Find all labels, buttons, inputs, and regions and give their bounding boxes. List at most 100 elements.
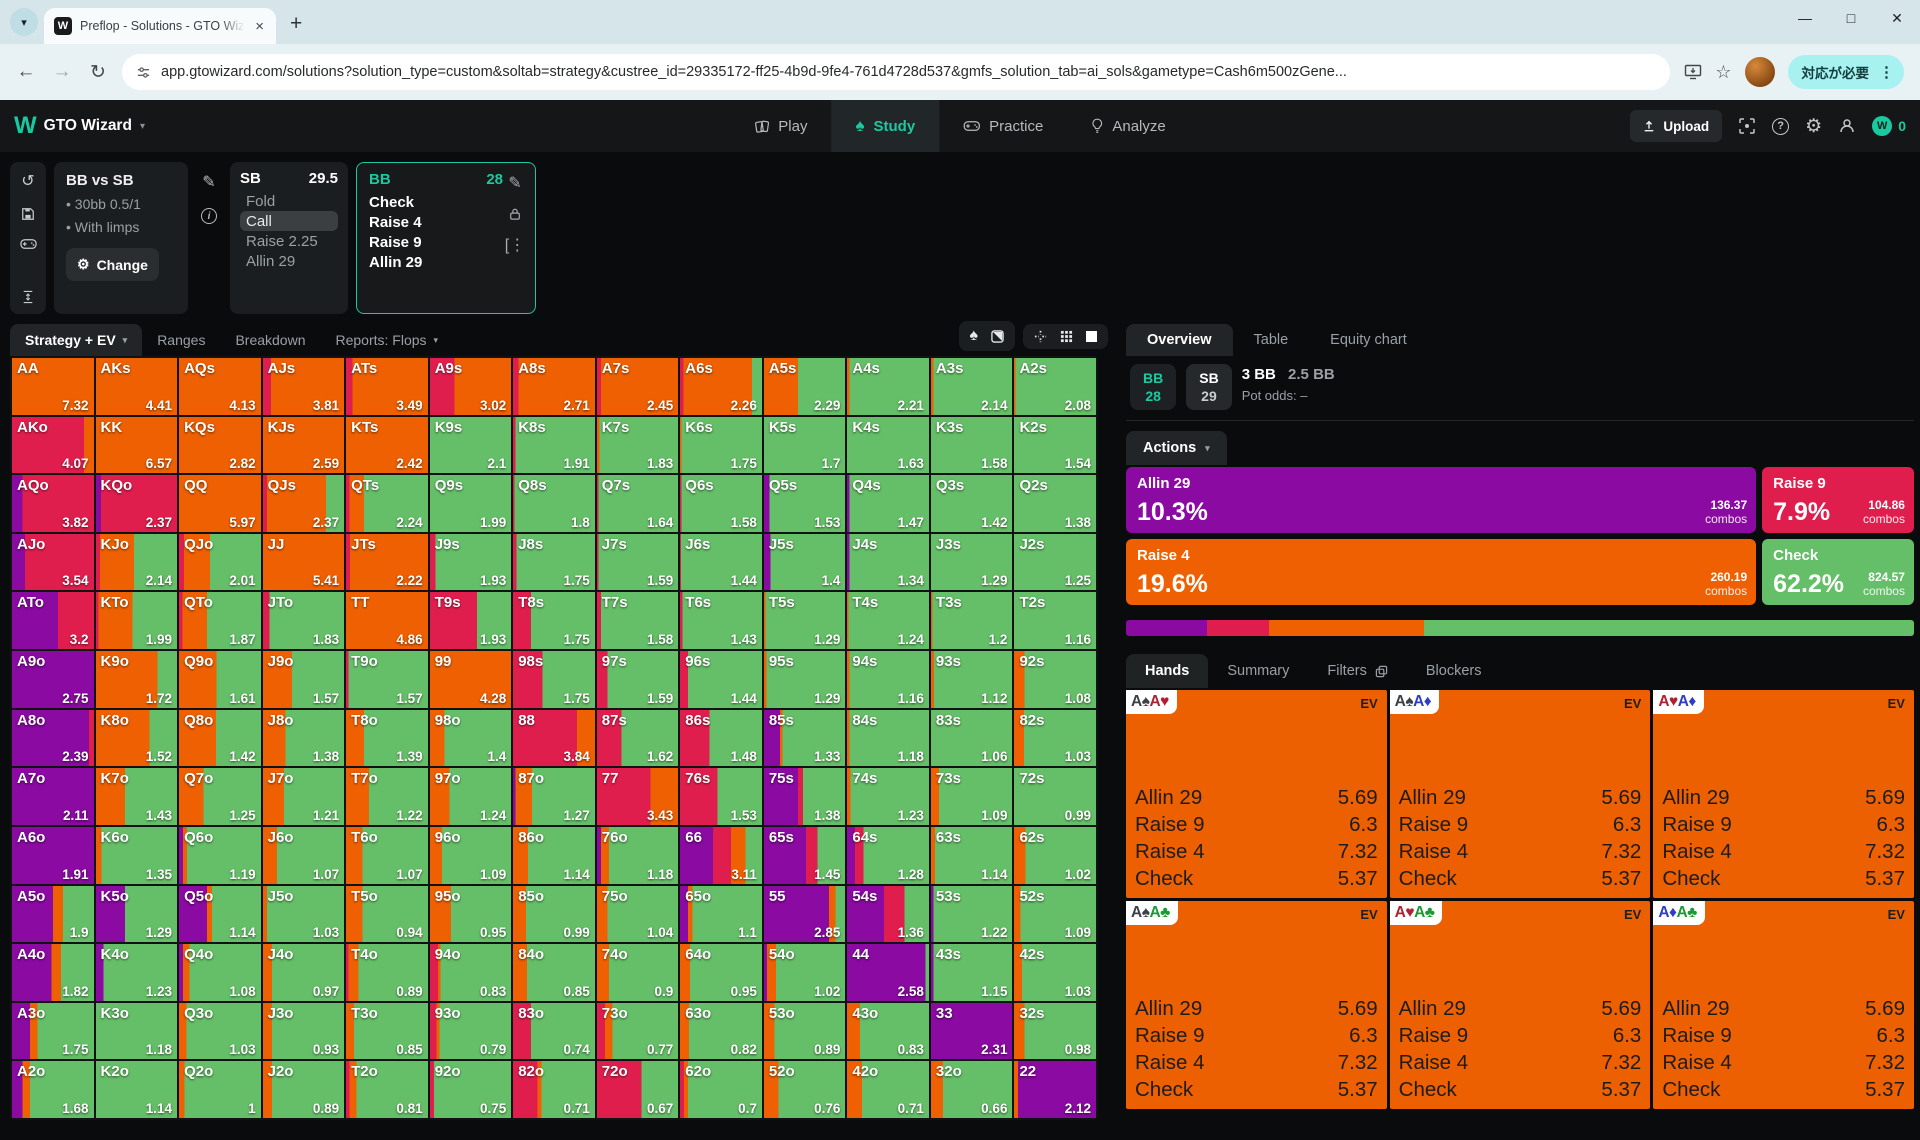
matrix-cell-T2o[interactable]: T2o 0.81 [346,1061,428,1118]
matrix-cell-T9o[interactable]: T9o 1.57 [346,651,428,708]
matrix-cell-A6o[interactable]: A6o 1.91 [12,826,94,884]
matrix-cell-53s[interactable]: 53s 1.22 [930,885,1013,943]
matrix-cell-T3o[interactable]: T3o 0.85 [346,1002,428,1060]
gto-wizard-logo[interactable]: W [14,112,37,139]
matrix-cell-T3s[interactable]: T3s 1.2 [930,592,1013,650]
account-icon[interactable] [1838,117,1856,135]
action-card-allin-29[interactable]: Allin 29 10.3% 136.37 combos [1126,467,1757,534]
matrix-cell-K6o[interactable]: K6o 1.35 [95,826,178,884]
suit-display-icon[interactable]: ♠ [969,327,979,344]
matrix-cell-54o[interactable]: 54o 1.02 [763,944,846,1001]
matrix-cell-A3o[interactable]: A3o 1.75 [12,1002,94,1060]
matrix-cell-32s[interactable]: 32s 0.98 [1014,1002,1096,1060]
save-icon[interactable] [21,207,35,221]
lock-icon[interactable] [509,207,521,221]
matrix-cell-J7o[interactable]: J7o 1.21 [262,768,345,825]
matrix-cell-62s[interactable]: 62s 1.02 [1014,826,1096,884]
matrix-cell-J3s[interactable]: J3s 1.29 [930,533,1013,591]
matrix-cell-Q7o[interactable]: Q7o 1.25 [179,768,261,825]
matrix-cell-85s[interactable]: 85s 1.33 [763,709,846,767]
stack-depth-icon[interactable] [22,290,34,304]
matrix-cell-A2s[interactable]: A2s 2.08 [1014,358,1096,415]
matrix-cell-K3s[interactable]: K3s 1.58 [930,416,1013,474]
matrix-cell-93s[interactable]: 93s 1.12 [930,651,1013,708]
tab-hands[interactable]: Hands [1126,654,1209,689]
tab-overview[interactable]: Overview [1126,324,1233,356]
matrix-cell-95o[interactable]: 95o 0.95 [429,885,512,943]
matrix-cell-Q9s[interactable]: Q9s 1.99 [429,475,512,532]
matrix-cell-J4o[interactable]: J4o 0.97 [262,944,345,1001]
matrix-cell-Q5o[interactable]: Q5o 1.14 [179,885,261,943]
matrix-cell-55[interactable]: 55 2.85 [763,885,846,943]
matrix-cell-Q4o[interactable]: Q4o 1.08 [179,944,261,1001]
matrix-cell-97o[interactable]: 97o 1.24 [429,768,512,825]
edit-pencil-icon[interactable]: ✎ [202,174,216,191]
matrix-cell-KJs[interactable]: KJs 2.59 [262,416,345,474]
matrix-cell-76s[interactable]: 76s 1.53 [680,768,762,825]
matrix-cell-TT[interactable]: TT 4.86 [346,592,428,650]
matrix-cell-98o[interactable]: 98o 1.4 [429,709,512,767]
nav-item-play[interactable]: Play [730,100,831,152]
matrix-cell-84o[interactable]: 84o 0.85 [513,944,595,1001]
matrix-cell-52s[interactable]: 52s 1.09 [1014,885,1096,943]
matrix-cell-97s[interactable]: 97s 1.59 [596,651,679,708]
new-tab-button[interactable]: + [290,12,303,35]
matrix-cell-A8s[interactable]: A8s 2.71 [513,358,595,415]
matrix-cell-32o[interactable]: 32o 0.66 [930,1061,1013,1118]
change-button[interactable]: ⚙ Change [66,248,159,281]
matrix-cell-T7o[interactable]: T7o 1.22 [346,768,428,825]
matrix-cell-KTo[interactable]: KTo 1.99 [95,592,178,650]
site-settings-icon[interactable] [136,65,151,80]
matrix-cell-AQs[interactable]: AQs 4.13 [179,358,261,415]
matrix-cell-T8s[interactable]: T8s 1.75 [513,592,595,650]
matrix-cell-43s[interactable]: 43s 1.15 [930,944,1013,1001]
matrix-cell-64o[interactable]: 64o 0.95 [680,944,762,1001]
tab-equity-chart[interactable]: Equity chart [1330,332,1407,348]
matrix-cell-ATs[interactable]: ATs 3.49 [346,358,428,415]
matrix-cell-T5s[interactable]: T5s 1.29 [763,592,846,650]
square-view-icon[interactable] [1086,330,1097,342]
matrix-cell-95s[interactable]: 95s 1.29 [763,651,846,708]
tab-filters[interactable]: Filters [1308,654,1406,688]
tab-reports-flops[interactable]: Reports: Flops ▾ [321,324,454,356]
matrix-cell-64s[interactable]: 64s 1.28 [847,826,929,884]
matrix-cell-98s[interactable]: 98s 1.75 [513,651,595,708]
matrix-cell-AJs[interactable]: AJs 3.81 [262,358,345,415]
matrix-cell-63o[interactable]: 63o 0.82 [680,1002,762,1060]
tree-bracket-icon[interactable]: [⋮ [504,237,526,254]
matrix-cell-T2s[interactable]: T2s 1.16 [1014,592,1096,650]
matrix-cell-J8o[interactable]: J8o 1.38 [262,709,345,767]
matrix-cell-KTs[interactable]: KTs 2.42 [346,416,428,474]
info-icon[interactable]: i [201,208,217,224]
contrast-icon[interactable] [991,329,1004,343]
matrix-cell-J6o[interactable]: J6o 1.07 [262,826,345,884]
matrix-cell-65o[interactable]: 65o 1.1 [680,885,762,943]
matrix-cell-93o[interactable]: 93o 0.79 [429,1002,512,1060]
matrix-cell-KQs[interactable]: KQs 2.82 [179,416,261,474]
matrix-cell-AQo[interactable]: AQo 3.82 [12,475,94,532]
browser-tab[interactable]: W Preflop - Solutions - GTO Wizar × [44,8,276,44]
matrix-cell-KJo[interactable]: KJo 2.14 [95,533,178,591]
actions-dropdown[interactable]: Actions ▾ [1126,431,1227,466]
window-close-button[interactable]: ✕ [1891,9,1903,26]
matrix-cell-K5o[interactable]: K5o 1.29 [95,885,178,943]
sb-action-card[interactable]: SB 29.5 Fold Call Raise 2.25 Allin 29 [230,162,348,314]
address-bar[interactable]: app.gtowizard.com/solutions?solution_typ… [122,54,1671,90]
tab-search-icon[interactable]: ▾ [10,8,38,36]
matrix-cell-22[interactable]: 22 2.12 [1014,1061,1096,1118]
matrix-cell-T9s[interactable]: T9s 1.93 [429,592,512,650]
matrix-cell-AJo[interactable]: AJo 3.54 [12,533,94,591]
matrix-cell-52o[interactable]: 52o 0.76 [763,1061,846,1118]
matrix-cell-42o[interactable]: 42o 0.71 [847,1061,929,1118]
matrix-cell-Q9o[interactable]: Q9o 1.61 [179,651,261,708]
matrix-cell-JTo[interactable]: JTo 1.83 [262,592,345,650]
matrix-cell-53o[interactable]: 53o 0.89 [763,1002,846,1060]
matrix-cell-K4o[interactable]: K4o 1.23 [95,944,178,1001]
matrix-cell-QQ[interactable]: QQ 5.97 [179,475,261,532]
matrix-cell-85o[interactable]: 85o 0.99 [513,885,595,943]
matrix-cell-K7o[interactable]: K7o 1.43 [95,768,178,825]
matrix-cell-83s[interactable]: 83s 1.06 [930,709,1013,767]
matrix-cell-76o[interactable]: 76o 1.18 [596,826,679,884]
matrix-cell-83o[interactable]: 83o 0.74 [513,1002,595,1060]
matrix-cell-94o[interactable]: 94o 0.83 [429,944,512,1001]
